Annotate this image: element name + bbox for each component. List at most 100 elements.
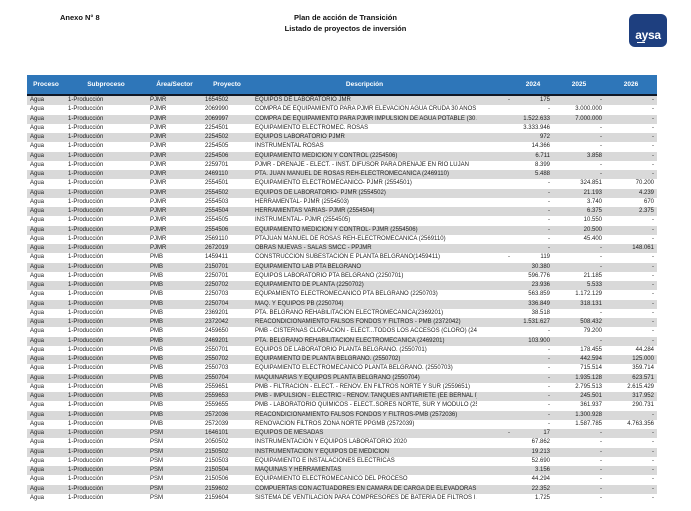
cell-pre	[477, 392, 513, 402]
cell-y2026: 2.375	[605, 207, 657, 217]
cell-subproceso: 1-Producción	[65, 401, 147, 411]
cell-pre	[477, 438, 513, 448]
cell-area: PJMR	[147, 197, 202, 207]
cell-desc: EQUIPAMIENTO ELECTROMEC. ROSAS	[252, 123, 477, 133]
cell-proyecto: 2550703	[202, 364, 252, 374]
cell-pre	[477, 179, 513, 189]
cell-y2025: 6.375	[553, 207, 605, 217]
cell-pre: -	[477, 253, 513, 263]
cell-pre	[477, 345, 513, 355]
cell-pre	[477, 225, 513, 235]
cell-y2024: 1.522.633	[513, 114, 553, 124]
cell-proceso: Agua	[27, 456, 65, 466]
cell-subproceso: 1-Producción	[65, 197, 147, 207]
cell-y2026: -	[605, 475, 657, 485]
cell-proceso: Agua	[27, 318, 65, 328]
cell-pre	[477, 114, 513, 124]
cell-proceso: Agua	[27, 207, 65, 217]
cell-subproceso: 1-Producción	[65, 475, 147, 485]
cell-desc: COMPUERTAS CON ACTUADORES EN CÁMARA DE C…	[252, 484, 477, 494]
cell-y2025: 442.594	[553, 355, 605, 365]
cell-subproceso: 1-Producción	[65, 299, 147, 309]
cell-pre	[477, 318, 513, 328]
cell-desc: RENOVACIÓN FILTROS ZONA NORTE PPGMB (257…	[252, 419, 477, 429]
table-row: Agua 1-Producción PMB 2250702 EQUIPAMIENTO D…	[27, 281, 657, 291]
cell-area: PSM	[147, 475, 202, 485]
cell-area: PMB	[147, 382, 202, 392]
header-cell-subproceso: Subproceso	[65, 75, 147, 96]
table-row: Agua 1-Producción PSM 2150506 EQUIPAMIENTO E…	[27, 475, 657, 485]
cell-y2025: -	[553, 447, 605, 457]
cell-area: PMB	[147, 271, 202, 281]
cell-proyecto: 2259701	[202, 160, 252, 170]
cell-pre	[477, 133, 513, 143]
cell-proceso: Agua	[27, 447, 65, 457]
cell-y2026: 44.284	[605, 345, 657, 355]
cell-y2024: -	[513, 392, 553, 402]
cell-subproceso: 1-Producción	[65, 493, 147, 503]
cell-y2025: 508.432	[553, 318, 605, 328]
cell-y2024: -	[513, 373, 553, 383]
cell-y2024: -	[513, 345, 553, 355]
cell-y2024: 1.531.627	[513, 318, 553, 328]
cell-subproceso: 1-Producción	[65, 151, 147, 161]
cell-pre	[477, 447, 513, 457]
cell-pre	[477, 308, 513, 318]
cell-proceso: Agua	[27, 197, 65, 207]
cell-proyecto: 2369201	[202, 308, 252, 318]
cell-area: PMB	[147, 253, 202, 263]
cell-proyecto: 2569110	[202, 234, 252, 244]
cell-proceso: Agua	[27, 392, 65, 402]
cell-subproceso: 1-Producción	[65, 114, 147, 124]
cell-y2025: -	[553, 244, 605, 254]
cell-proceso: Agua	[27, 95, 65, 106]
cell-proyecto: 2554506	[202, 225, 252, 235]
cell-subproceso: 1-Producción	[65, 373, 147, 383]
cell-proyecto: 2459650	[202, 327, 252, 337]
cell-desc: EQUIPAMIENTO MEDICION Y CONTROL (2254506…	[252, 151, 477, 161]
cell-area: PJMR	[147, 123, 202, 133]
cell-y2026: 4.763.356	[605, 419, 657, 429]
cell-area: PSM	[147, 456, 202, 466]
cell-pre	[477, 207, 513, 217]
cell-proceso: Agua	[27, 160, 65, 170]
cell-y2024: 14.366	[513, 142, 553, 152]
table-header-row: Proceso Subproceso Área/Sector Proyecto …	[27, 75, 657, 96]
cell-desc: EQUIPAMIENTO ELECTROMECANICO PLANTA BELG…	[252, 364, 477, 374]
cell-proyecto: 1646101	[202, 429, 252, 439]
cell-y2025: 3.858	[553, 151, 605, 161]
cell-desc: PJMR - DRENAJE - ELECT. - INST. DIFUSOR …	[252, 160, 477, 170]
cell-y2024: 119	[513, 253, 553, 263]
cell-proyecto: 2559651	[202, 382, 252, 392]
cell-area: PMB	[147, 410, 202, 420]
cell-y2024: 8.399	[513, 160, 553, 170]
cell-desc: MAQUINAS Y HERRAMIENTAS	[252, 466, 477, 476]
cell-proyecto: 2254505	[202, 142, 252, 152]
cell-pre	[477, 271, 513, 281]
cell-area: PMB	[147, 262, 202, 272]
page-title: Plan de acción de Transición	[294, 13, 397, 22]
cell-area: PMB	[147, 336, 202, 346]
cell-proyecto: 2150504	[202, 466, 252, 476]
cell-y2026: -	[605, 114, 657, 124]
cell-proceso: Agua	[27, 244, 65, 254]
cell-y2025: 21.185	[553, 271, 605, 281]
cell-pre	[477, 364, 513, 374]
cell-y2026: -	[605, 170, 657, 180]
cell-proceso: Agua	[27, 429, 65, 439]
cell-subproceso: 1-Producción	[65, 290, 147, 300]
cell-proceso: Agua	[27, 419, 65, 429]
cell-y2026: -	[605, 271, 657, 281]
cell-area: PJMR	[147, 170, 202, 180]
cell-y2024: -	[513, 188, 553, 198]
cell-desc: PTA. BELGRANO REHABILITACION ELECTROMECA…	[252, 336, 477, 346]
table-row: Agua 1-Producción PJMR 2554506 EQUIPAMIENTO …	[27, 225, 657, 235]
cell-proyecto: 2254502	[202, 133, 252, 143]
cell-y2026: 70.200	[605, 179, 657, 189]
cell-pre	[477, 355, 513, 365]
table-row: Agua 1-Producción PJMR 2554505 INSTRUMENTAL-…	[27, 216, 657, 226]
cell-y2024: -	[513, 364, 553, 374]
table-row: Agua 1-Producción PMB 2550703 EQUIPAMIENTO E…	[27, 364, 657, 374]
cell-y2025: 3.000.000	[553, 105, 605, 115]
cell-area: PSM	[147, 447, 202, 457]
